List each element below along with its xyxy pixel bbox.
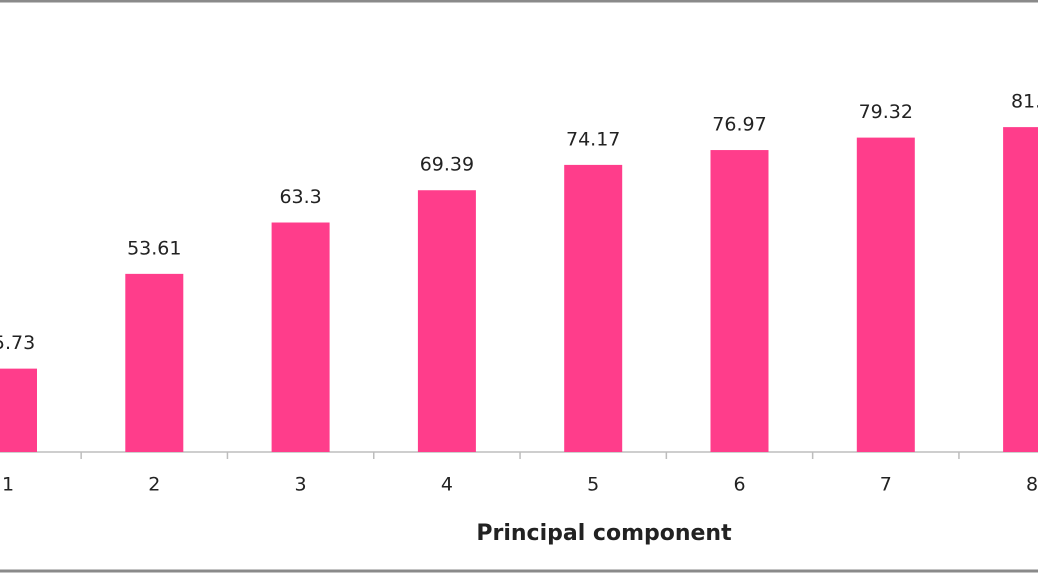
x-tick-label: 3 xyxy=(295,474,307,496)
x-axis-label: Principal component xyxy=(476,521,732,546)
x-tick-label: 8 xyxy=(1026,474,1038,496)
bar xyxy=(856,137,915,452)
value-label: 74.17 xyxy=(566,128,620,150)
x-tick-label: 1 xyxy=(2,474,14,496)
value-label: 53.61 xyxy=(127,237,181,259)
x-tick-label: 6 xyxy=(733,474,745,496)
value-label: 35.73 xyxy=(0,332,35,354)
bar xyxy=(710,150,769,452)
bar xyxy=(0,368,37,452)
bar xyxy=(564,164,623,453)
value-label: 63.3 xyxy=(279,186,321,208)
x-tick-label: 2 xyxy=(148,474,160,496)
x-tick-label: 4 xyxy=(441,474,453,496)
bar xyxy=(1003,127,1038,453)
bar xyxy=(417,190,476,452)
bar xyxy=(125,273,184,452)
x-tick-label: 5 xyxy=(587,474,599,496)
value-label: 79.32 xyxy=(859,101,913,123)
bar xyxy=(271,222,330,452)
x-tick-label: 7 xyxy=(880,474,892,496)
value-label: 76.97 xyxy=(712,114,766,136)
value-label: 81.3 xyxy=(1011,91,1038,113)
value-label: 69.39 xyxy=(420,154,474,176)
